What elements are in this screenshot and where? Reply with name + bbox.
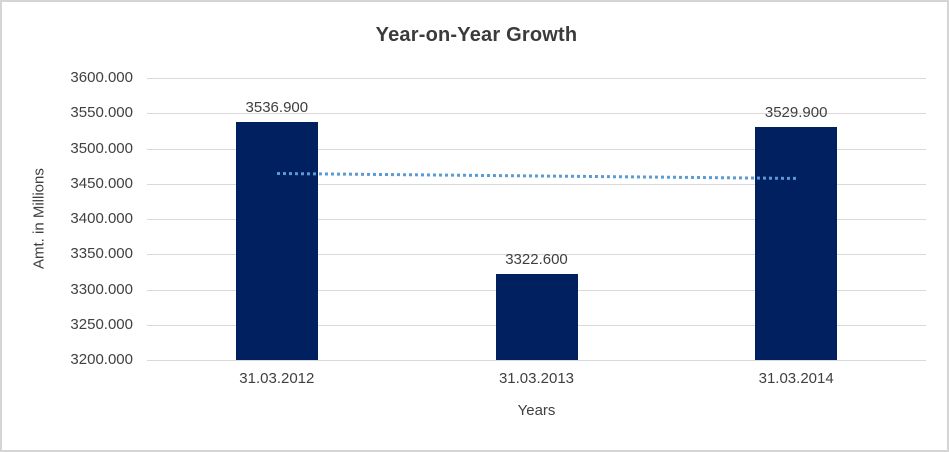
- bar-data-label: 3536.900: [245, 99, 309, 117]
- bar-31.03.2012[interactable]: [235, 122, 318, 360]
- y-tick-label: 3350.000: [70, 245, 133, 263]
- y-tick-label: 3550.000: [70, 104, 133, 122]
- y-tick-label: 3500.000: [70, 139, 133, 157]
- gridline: [147, 148, 926, 150]
- x-axis-title: Years: [517, 402, 556, 419]
- gridline: [147, 183, 926, 185]
- x-tick-label: 31.03.2013: [498, 370, 575, 387]
- y-tick-label: 3250.000: [70, 315, 133, 333]
- gridline: [147, 219, 926, 220]
- y-tick-label: 3600.000: [70, 69, 133, 86]
- y-tick-label: 3200.000: [70, 351, 133, 368]
- trendline[interactable]: [276, 172, 797, 180]
- x-tick-label: 31.03.2014: [758, 370, 834, 387]
- y-tick-label: 3300.000: [70, 280, 133, 298]
- y-tick-label: 3450.000: [70, 174, 133, 192]
- bar-31.03.2013[interactable]: [495, 273, 578, 360]
- plot-area: 3536.900 3322.600 3529.900: [147, 78, 926, 361]
- gridline: [147, 78, 926, 79]
- bar-data-label: 3322.600: [505, 250, 568, 268]
- gridline: [147, 113, 926, 115]
- bar-data-label: 3529.900: [764, 104, 828, 122]
- y-tick-label: 3400.000: [70, 210, 133, 227]
- chart-title: Year-on-Year Growth: [375, 24, 578, 46]
- bar-31.03.2014[interactable]: [755, 127, 838, 360]
- gridline: [147, 254, 926, 256]
- gridline: [147, 360, 926, 361]
- x-tick-label: 31.03.2012: [239, 370, 315, 387]
